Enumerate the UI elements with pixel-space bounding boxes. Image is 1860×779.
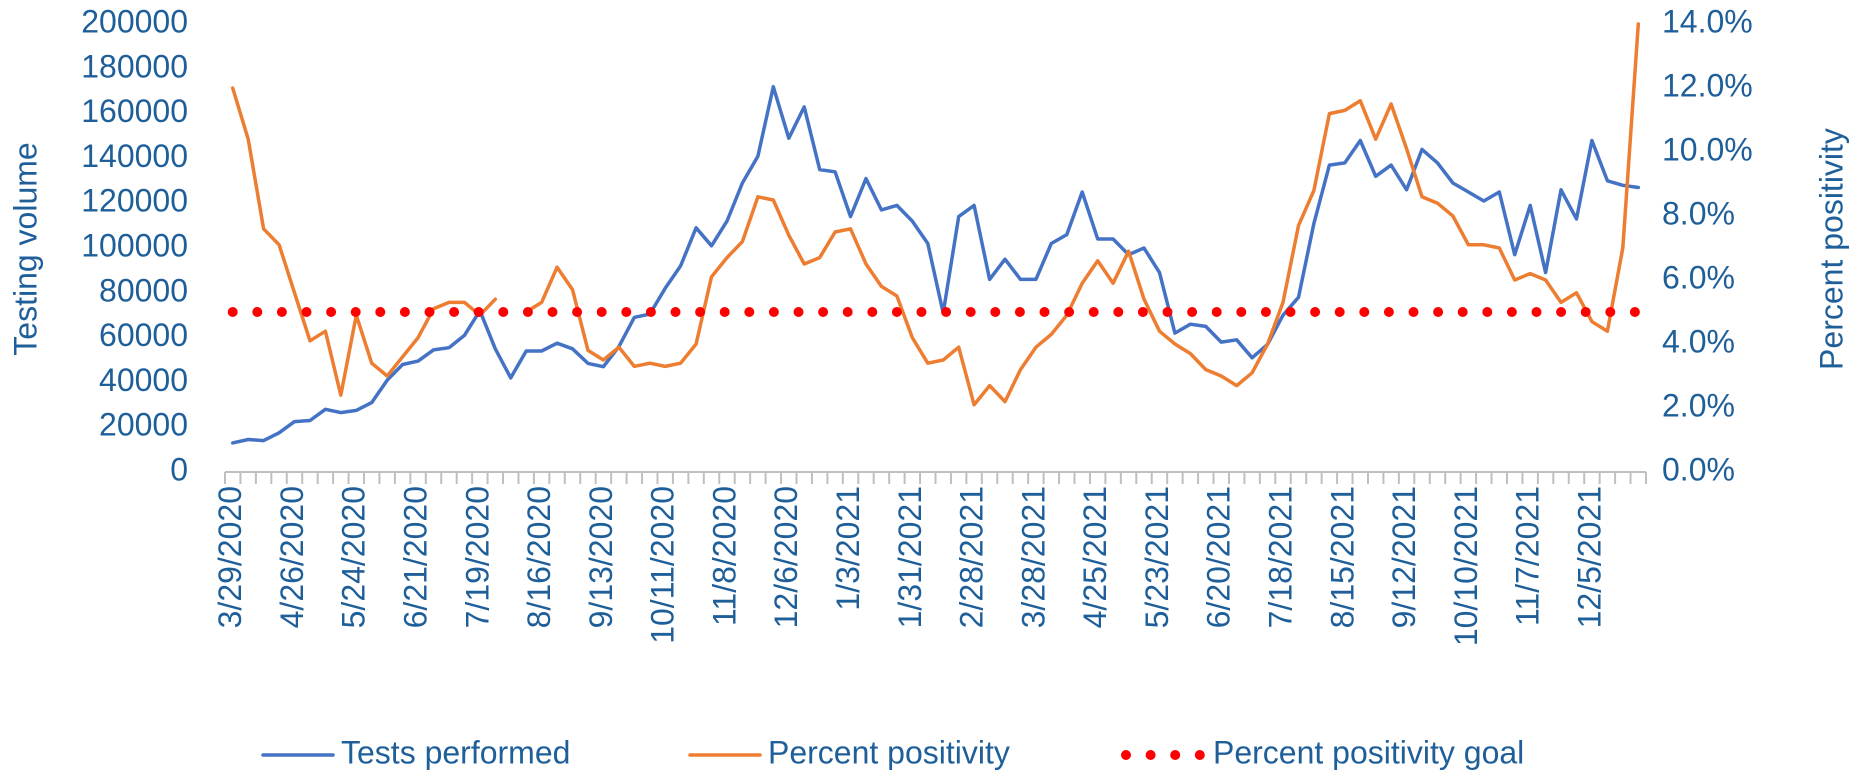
y2-tick-label: 0.0% xyxy=(1662,451,1735,487)
x-tick-label: 10/11/2020 xyxy=(645,486,681,644)
y2-tick-label: 14.0% xyxy=(1662,3,1753,39)
y-axis-title: Testing volume xyxy=(7,142,43,355)
y2-tick-label: 10.0% xyxy=(1662,131,1753,167)
x-tick-label: 5/24/2020 xyxy=(336,486,372,628)
series-line xyxy=(230,22,1641,407)
y-tick-label: 120000 xyxy=(81,183,188,219)
y2-axis-title: Percent positivity xyxy=(1813,128,1849,370)
y-tick-label: 0 xyxy=(170,451,188,487)
y-tick-label: 180000 xyxy=(81,48,188,84)
x-tick-label: 9/12/2021 xyxy=(1386,486,1422,628)
x-tick-label: 6/21/2020 xyxy=(398,486,434,628)
x-tick-label: 5/23/2021 xyxy=(1139,486,1175,628)
y2-tick-label: 2.0% xyxy=(1662,387,1735,423)
x-tick-label: 11/8/2020 xyxy=(706,486,742,626)
y2-tick-label: 8.0% xyxy=(1662,195,1735,231)
x-tick-label: 9/13/2020 xyxy=(583,486,619,628)
y-tick-label: 80000 xyxy=(99,272,188,308)
x-tick-label: 12/6/2020 xyxy=(768,486,804,628)
x-tick-label: 2/28/2021 xyxy=(954,486,990,628)
y-tick-label: 40000 xyxy=(99,362,188,398)
y2-tick-label: 6.0% xyxy=(1662,259,1735,295)
x-tick-label: 8/15/2021 xyxy=(1324,486,1360,628)
x-tick-label: 7/19/2020 xyxy=(459,486,495,628)
x-tick-label: 4/26/2020 xyxy=(274,486,310,628)
x-tick-label: 6/20/2021 xyxy=(1201,486,1237,628)
x-tick-label: 7/18/2021 xyxy=(1262,486,1298,628)
legend-label: Percent positivity goal xyxy=(1213,734,1524,770)
y2-tick-label: 12.0% xyxy=(1662,67,1753,103)
x-tick-label: 1/3/2021 xyxy=(830,486,866,611)
y-tick-label: 60000 xyxy=(99,317,188,353)
y2-tick-label: 4.0% xyxy=(1662,323,1735,359)
legend-label: Tests performed xyxy=(341,734,570,770)
x-tick-label: 12/5/2021 xyxy=(1571,486,1607,628)
x-tick-label: 8/16/2020 xyxy=(521,486,557,628)
series-line xyxy=(230,84,1641,445)
y-tick-label: 100000 xyxy=(81,227,188,263)
x-tick-label: 1/31/2021 xyxy=(892,486,928,628)
x-tick-label: 3/29/2020 xyxy=(212,486,248,628)
x-tick-label: 10/10/2021 xyxy=(1448,486,1484,646)
y-tick-label: 20000 xyxy=(99,407,188,443)
legend-label: Percent positivity xyxy=(768,734,1010,770)
x-tick-label: 4/25/2021 xyxy=(1077,486,1113,628)
x-tick-label: 11/7/2021 xyxy=(1510,486,1546,626)
y-tick-label: 140000 xyxy=(81,138,188,174)
x-tick-label: 3/28/2021 xyxy=(1015,486,1051,628)
y-tick-label: 160000 xyxy=(81,93,188,129)
y-tick-label: 200000 xyxy=(81,3,188,39)
